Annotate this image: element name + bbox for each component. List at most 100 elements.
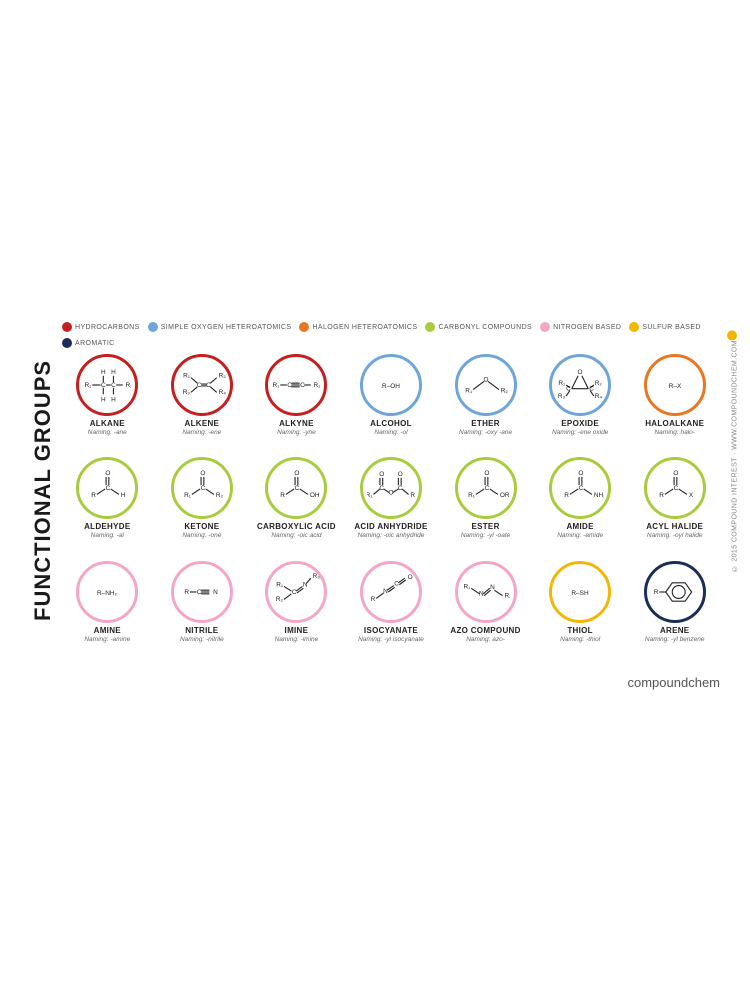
svg-text:R₂: R₂ — [276, 596, 284, 603]
group-ring: R₁COOR₂ — [455, 457, 517, 519]
group-cell: RNC O ISOCYANATENaming: -yl isocyanate — [346, 561, 437, 660]
legend-label: SULFUR BASED — [642, 324, 700, 331]
group-naming: Naming: -yl isocyanate — [358, 636, 424, 643]
svg-text:R–NH₂: R–NH₂ — [97, 589, 118, 596]
svg-text:C: C — [398, 485, 403, 492]
group-naming: Naming: -al — [91, 532, 124, 539]
group-name: HALOALKANE — [645, 419, 704, 428]
svg-text:R₃: R₃ — [313, 573, 320, 580]
groups-grid: R₁CHHCHHR₂ALKANENaming: -aneR₁R₃CCR₂R₄AL… — [62, 354, 720, 660]
svg-text:N: N — [213, 589, 218, 596]
legend-label: NITROGEN BASED — [553, 324, 621, 331]
group-cell: R₁CCR₂ ALKYNENaming: -yne — [251, 354, 342, 453]
category-legend: HYDROCARBONS SIMPLE OXYGEN HETEROATOMICS H… — [62, 320, 720, 354]
functional-groups-poster: FUNCTIONAL GROUPS HYDROCARBONS SIMPLE OXY… — [30, 320, 720, 660]
group-cell: RCOOHCARBOXYLIC ACIDNaming: -oic acid — [251, 457, 342, 556]
group-ring: R₁CCR₂ — [265, 354, 327, 416]
svg-text:R₁: R₁ — [463, 583, 471, 590]
svg-text:O: O — [200, 470, 205, 477]
group-naming: Naming: -yl -oate — [461, 532, 511, 539]
group-ring: RNC O — [360, 561, 422, 623]
svg-text:R₁: R₁ — [183, 373, 191, 380]
group-ring: RCONH₂ — [549, 457, 611, 519]
svg-text:C: C — [394, 580, 399, 587]
group-cell: R–OH ALCOHOLNaming: -ol — [346, 354, 437, 453]
group-ring: R — [644, 561, 706, 623]
legend-label: HYDROCARBONS — [75, 324, 140, 331]
svg-text:R₃: R₃ — [558, 393, 566, 400]
svg-text:R₁: R₁ — [559, 380, 567, 387]
legend-item: NITROGEN BASED — [540, 322, 621, 332]
group-name: EPOXIDE — [561, 419, 599, 428]
group-cell: RARENENaming: -yl benzene — [629, 561, 720, 660]
svg-text:C: C — [295, 485, 300, 492]
svg-text:H: H — [101, 369, 106, 376]
group-name: ALDEHYDE — [84, 522, 130, 531]
group-name: ALKYNE — [279, 419, 314, 428]
svg-text:R–OH: R–OH — [382, 383, 400, 390]
poster-title: FUNCTIONAL GROUPS — [30, 320, 56, 660]
group-name: ESTER — [471, 522, 499, 531]
legend-swatch — [425, 322, 435, 332]
group-name: ISOCYANATE — [364, 626, 418, 635]
svg-text:N: N — [383, 588, 388, 595]
group-cell: R₁COOR₂ ESTERNaming: -yl -oate — [440, 457, 531, 556]
group-naming: Naming: -yne — [277, 429, 316, 436]
svg-text:H: H — [111, 397, 116, 404]
svg-text:C: C — [673, 485, 678, 492]
svg-text:R₂: R₂ — [126, 382, 132, 389]
group-cell: RCNNITRILENaming: -nitrile — [157, 561, 248, 660]
legend-item: HALOGEN HETEROATOMICS — [299, 322, 417, 332]
svg-text:R₁: R₁ — [85, 382, 93, 389]
group-ring: R–X — [644, 354, 706, 416]
group-ring: R₁R₃CCR₂R₄ — [171, 354, 233, 416]
legend-item: SULFUR BASED — [629, 322, 700, 332]
group-naming: Naming: -oic anhydride — [358, 532, 425, 539]
attribution-text: compoundchem — [628, 675, 721, 690]
svg-text:R: R — [371, 596, 376, 603]
svg-text:R₁: R₁ — [277, 581, 285, 588]
group-ring: RCOOH — [265, 457, 327, 519]
group-name: CARBOXYLIC ACID — [257, 522, 336, 531]
svg-text:R₂: R₂ — [218, 373, 225, 380]
svg-text:R–X: R–X — [668, 383, 681, 390]
group-naming: Naming: -oyl halide — [647, 532, 703, 539]
group-name: AMINE — [94, 626, 121, 635]
legend-swatch — [629, 322, 639, 332]
group-name: ALKANE — [90, 419, 125, 428]
svg-text:O: O — [295, 470, 300, 477]
group-naming: Naming: -imine — [275, 636, 319, 643]
group-ring: R–OH — [360, 354, 422, 416]
svg-text:R₁: R₁ — [468, 493, 476, 500]
group-naming: Naming: azo- — [466, 636, 505, 643]
group-name: ACID ANHYDRIDE — [354, 522, 427, 531]
group-ring: R₁NNR₂ — [455, 561, 517, 623]
svg-text:R: R — [92, 493, 97, 500]
svg-text:R₄: R₄ — [218, 389, 225, 396]
svg-text:R₂: R₂ — [216, 493, 224, 500]
group-name: ALCOHOL — [370, 419, 412, 428]
group-cell: RCOH ALDEHYDENaming: -al — [62, 457, 153, 556]
group-naming: Naming: -ol — [374, 429, 407, 436]
group-naming: Naming: -oxy -ane — [459, 429, 512, 436]
legend-item: CARBONYL COMPOUNDS — [425, 322, 532, 332]
group-cell: R₁COR₂KETONENaming: -one — [157, 457, 248, 556]
svg-text:O: O — [388, 490, 393, 497]
group-naming: Naming: -thiol — [560, 636, 600, 643]
group-naming: Naming: -amine — [84, 636, 130, 643]
group-naming: Naming: halo- — [654, 429, 694, 436]
group-ring: RCOH — [76, 457, 138, 519]
legend-item: HYDROCARBONS — [62, 322, 140, 332]
svg-text:R₂: R₂ — [500, 387, 508, 394]
group-cell: R₁NNR₂ AZO COMPOUNDNaming: azo- — [440, 561, 531, 660]
svg-text:R₂: R₂ — [410, 493, 415, 500]
group-name: AZO COMPOUND — [450, 626, 520, 635]
group-ring: R₁OR₂ — [455, 354, 517, 416]
legend-item: SIMPLE OXYGEN HETEROATOMICS — [148, 322, 292, 332]
svg-text:R₁: R₁ — [273, 382, 281, 389]
group-naming: Naming: -ene — [182, 429, 221, 436]
svg-text:O: O — [408, 574, 413, 581]
group-name: KETONE — [184, 522, 219, 531]
svg-text:R₂: R₂ — [504, 592, 510, 599]
svg-text:C: C — [292, 589, 297, 596]
